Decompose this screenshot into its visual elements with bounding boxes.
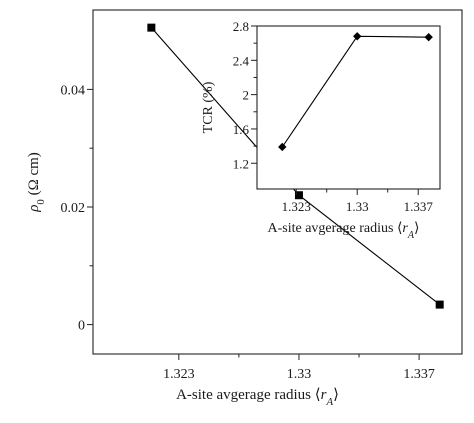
inset-y-tick-label: 2.4 [233, 53, 250, 68]
main-y-tick-label: 0 [78, 319, 85, 334]
inset-y-tick-label: 1.2 [233, 156, 249, 171]
inset-y-tick-label: 2.8 [233, 19, 249, 34]
inset-data-point [278, 142, 287, 152]
inset-plot: 1.323 1.33 1.337 1.2 1.6 2 2.4 2.8 A-site avgera… [201, 19, 441, 241]
main-x-tick-label: 1.337 [403, 367, 435, 382]
inset-data-point [353, 32, 362, 41]
main-y-axis-label: ρ0 (Ω cm) [26, 152, 47, 213]
inset-y-axis-label-group: TCR (%) [201, 81, 216, 133]
inset-plot-frame [256, 25, 441, 190]
inset-x-tick-label: 1.337 [404, 199, 434, 214]
main-data-point [294, 191, 303, 200]
inset-x-tick-label: 1.323 [282, 199, 311, 214]
inset-y-tick-label: 2 [243, 88, 250, 103]
inset-data-point [424, 32, 433, 42]
inset-y-axis-label: TCR (%) [201, 81, 216, 133]
inset-y-tick-label: 1.6 [233, 122, 250, 137]
main-y-axis-label-group: ρ0 (Ω cm) [26, 152, 47, 213]
main-y-tick-label: 0.04 [61, 83, 86, 98]
main-data-point [435, 300, 444, 309]
inset-x-axis-label: A-site avgerage radius ⟨rA⟩ [268, 221, 420, 241]
main-y-tick-label: 0.02 [61, 201, 86, 216]
main-x-tick-label: 1.323 [163, 367, 195, 382]
main-data-point [147, 23, 156, 32]
inset-x-tick-label: 1.33 [346, 199, 369, 214]
main-x-axis-label: A-site avgerage radius ⟨rA⟩ [176, 387, 339, 408]
main-x-tick-label: 1.33 [287, 367, 312, 382]
